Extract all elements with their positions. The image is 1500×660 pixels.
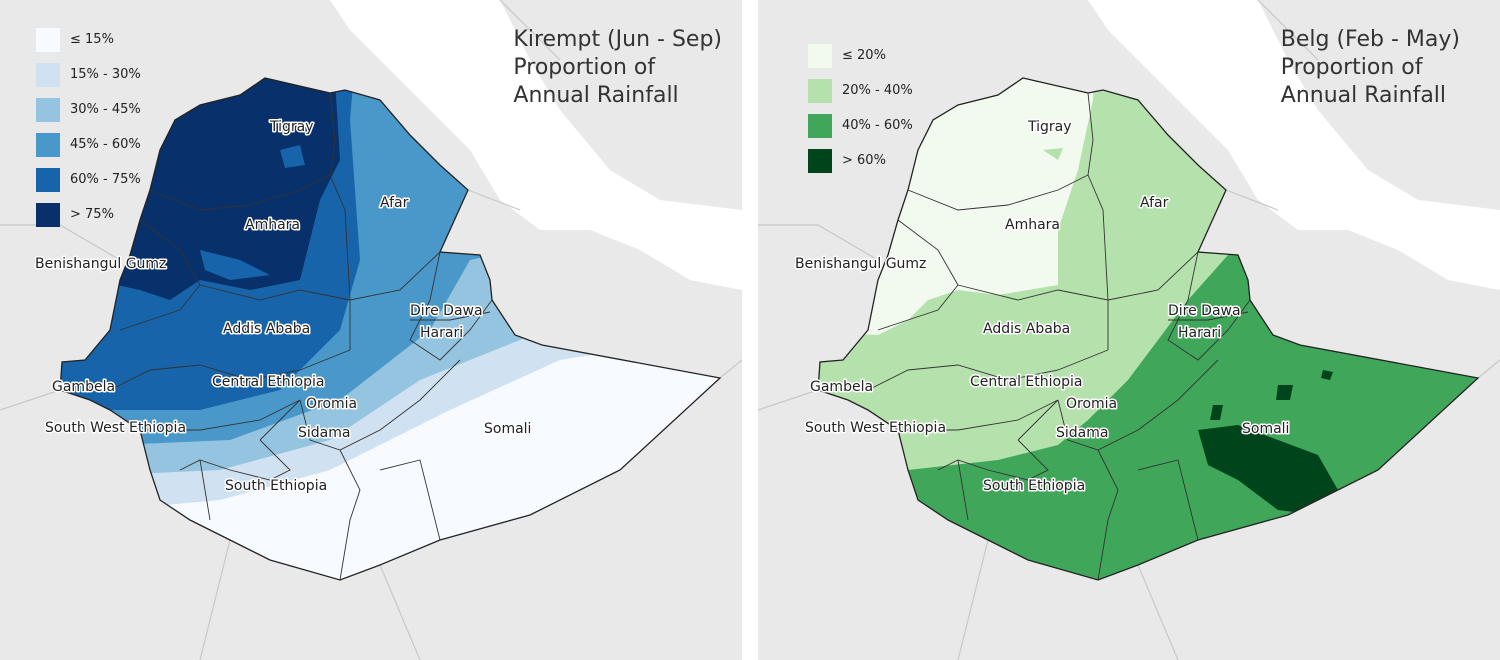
label-harari: Harari [420, 325, 463, 341]
title-line: Kirempt (Jun - Sep) [513, 27, 722, 52]
legend-item: 40% - 60% [808, 108, 913, 143]
legend-item: 15% - 30% [36, 57, 141, 92]
legend-label: > 60% [842, 153, 886, 168]
legend-label: ≤ 15% [70, 32, 114, 47]
red-sea-water [330, 0, 742, 290]
label-central: Central Ethiopia [212, 374, 324, 390]
legend-swatch [808, 113, 832, 138]
legend-label: 15% - 30% [70, 67, 141, 82]
neighbor-borders [758, 0, 1500, 660]
legend-swatch [36, 167, 60, 192]
label-somali: Somali [484, 421, 531, 437]
label-sidama: Sidama [298, 425, 350, 441]
legend-swatch [36, 202, 60, 227]
label-gambela: Gambela [52, 379, 115, 395]
neighbor-borders [0, 0, 742, 660]
label-diredawa: Dire Dawa [1168, 303, 1241, 319]
belg-legend: ≤ 20% 20% - 40% 40% - 60% > 60% [808, 38, 913, 178]
legend-item: 20% - 40% [808, 73, 913, 108]
label-tigray: Tigray [1027, 119, 1072, 135]
label-benishangul: Benishangul Gumz [795, 256, 926, 272]
label-diredawa: Dire Dawa [410, 303, 483, 319]
red-sea-water [1088, 0, 1500, 290]
legend-label: 20% - 40% [842, 83, 913, 98]
title-line: Annual Rainfall [513, 83, 679, 108]
label-harari: Harari [1178, 325, 1221, 341]
kirempt-map-panel: Tigray Afar Amhara Benishangul Gumz Addi… [0, 0, 742, 660]
legend-item: 30% - 45% [36, 92, 141, 127]
label-southwest: South West Ethiopia [805, 420, 946, 436]
legend-item: 60% - 75% [36, 162, 141, 197]
legend-item: 45% - 60% [36, 127, 141, 162]
title-line: Proportion of [1280, 55, 1423, 80]
legend-swatch [808, 148, 832, 173]
legend-item: ≤ 15% [36, 22, 141, 57]
legend-item: > 75% [36, 197, 141, 232]
legend-swatch [36, 27, 60, 52]
legend-item: ≤ 20% [808, 38, 913, 73]
label-central: Central Ethiopia [970, 374, 1082, 390]
title-line: Belg (Feb - May) [1280, 27, 1460, 52]
legend-label: ≤ 20% [842, 48, 886, 63]
legend-item: > 60% [808, 143, 913, 178]
label-somali: Somali [1242, 421, 1289, 437]
label-tigray: Tigray [269, 119, 314, 135]
label-afar: Afar [380, 195, 409, 211]
legend-swatch [808, 78, 832, 103]
kirempt-legend: ≤ 15% 15% - 30% 30% - 45% 45% - 60% 60% … [36, 22, 141, 232]
label-south: South Ethiopia [983, 478, 1085, 494]
label-amhara: Amhara [1005, 217, 1060, 233]
label-southwest: South West Ethiopia [45, 420, 186, 436]
label-amhara: Amhara [245, 217, 300, 233]
legend-label: 45% - 60% [70, 137, 141, 152]
label-addis: Addis Ababa [223, 321, 310, 337]
belg-map-title: Belg (Feb - May) Proportion of Annual Ra… [1281, 26, 1460, 110]
legend-label: 40% - 60% [842, 118, 913, 133]
region-boundaries [867, 92, 1251, 581]
kirempt-map-title: Kirempt (Jun - Sep) Proportion of Annual… [513, 26, 722, 110]
legend-swatch [808, 43, 832, 68]
kirempt-map: Tigray Afar Amhara Benishangul Gumz Addi… [0, 0, 742, 660]
label-addis: Addis Ababa [983, 321, 1070, 337]
legend-label: > 75% [70, 207, 114, 222]
legend-swatch [36, 97, 60, 122]
title-line: Annual Rainfall [1280, 83, 1447, 108]
title-line: Proportion of [513, 55, 656, 80]
legend-label: 60% - 75% [70, 172, 141, 187]
legend-swatch [36, 62, 60, 87]
label-afar: Afar [1140, 195, 1169, 211]
legend-swatch [36, 132, 60, 157]
label-benishangul: Benishangul Gumz [35, 256, 166, 272]
belg-map: Tigray Afar Amhara Benishangul Gumz Addi… [758, 0, 1500, 660]
region-boundaries [109, 92, 493, 581]
label-south: South Ethiopia [225, 478, 327, 494]
label-sidama: Sidama [1056, 425, 1108, 441]
belg-map-panel: Tigray Afar Amhara Benishangul Gumz Addi… [758, 0, 1500, 660]
legend-label: 30% - 45% [70, 102, 141, 117]
label-oromia: Oromia [1066, 396, 1117, 412]
label-oromia: Oromia [306, 396, 357, 412]
label-gambela: Gambela [810, 379, 873, 395]
